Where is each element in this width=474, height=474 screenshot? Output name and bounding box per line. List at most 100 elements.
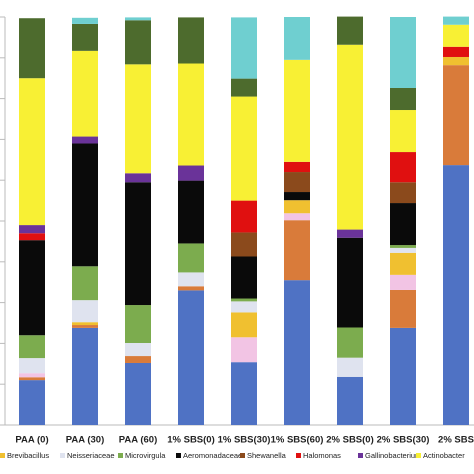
bar-segment [19,233,45,241]
bar-segment [125,64,151,174]
bar-segment [178,180,204,244]
bar-segment [19,78,45,226]
legend-label: Actinobacter [423,451,465,460]
x-tick-label: 1% SBS(60) [271,435,324,446]
bar-segment [19,225,45,234]
bar-segment [125,362,151,425]
bar-segment [19,380,45,425]
bar-segment [231,200,257,233]
bar-segment [72,50,98,137]
bar-segment [284,220,310,281]
bar-segment [231,312,257,338]
legend-swatch [0,453,5,458]
x-tick-label: PAA (30) [66,435,105,446]
bar-segment [19,335,45,359]
bar-segment [443,65,469,166]
bar-segment [284,172,310,193]
bar-segment [390,245,416,248]
bar-segment [72,322,98,326]
bar-segment [337,237,363,328]
bar-segment [19,373,45,378]
bar-segment [443,16,469,25]
bar-segment [231,256,257,299]
bar-segment [390,87,416,111]
legend-swatch [60,453,65,458]
bar-segment [443,56,469,66]
bar-segment [284,280,310,425]
bar-segment [390,252,416,275]
bar-segment [72,327,98,425]
bar-segment [390,203,416,246]
bar-segment [231,17,257,79]
bar-segment [390,247,416,253]
bar-segment [337,376,363,425]
bar-segment [284,213,310,221]
legend-label: Microvirgula [125,451,166,460]
bar-segment [125,17,151,21]
legend-swatch [416,453,421,458]
bar-segment [125,20,151,65]
legend-swatch [240,453,245,458]
bar-segment [178,290,204,425]
legend-label: Brevibacillus [7,451,49,460]
bar-segment [337,327,363,358]
bar-segment [443,165,469,425]
x-tick-label: 1% SBS(0) [167,435,215,446]
bar-segment [125,182,151,306]
legend-swatch [296,453,301,458]
bar-segment [125,173,151,183]
bar-segment [390,152,416,183]
bar-segment [72,266,98,301]
bar-segment [72,17,98,24]
bar-segment [284,59,310,162]
legend-label: Aeromonadaceae [183,451,242,460]
bar-segment [72,23,98,51]
bar-segment [231,232,257,257]
bar-segment [443,24,469,47]
bar-segment [19,240,45,336]
bar-segment [284,161,310,173]
bar-segment [19,18,45,79]
bar-segment [125,356,151,363]
bar-segment [125,342,151,357]
bar-segment [72,300,98,323]
legend-label: Halomonas [303,451,341,460]
legend-swatch [358,453,363,458]
bar-segment [19,358,45,374]
x-tick-label: 2% SBS(0) [326,435,374,446]
bar-segment [231,337,257,363]
bar-segment [125,305,151,343]
bar-segment [178,286,204,291]
bar-segment [337,229,363,238]
bar-segment [72,325,98,328]
bar-segment [178,165,204,181]
bar-segment [390,327,416,425]
legend-label: Shewanella [247,451,287,460]
bar-segment [178,63,204,166]
bar-segment [178,272,204,287]
bar-segment [390,17,416,88]
bar-segment [337,44,363,230]
x-tick-label: PAA (0) [15,435,48,446]
bar-segment [390,274,416,290]
bar-segment [231,96,257,201]
x-tick-label: 2% SBS(30) [377,435,430,446]
legend-swatch [176,453,181,458]
bar-segment [390,182,416,204]
bar-segment [231,78,257,97]
bar-segment [443,46,469,57]
x-tick-label: 2% SBS [438,435,474,446]
x-tick-label: 1% SBS(30) [218,435,271,446]
bar-segment [19,377,45,381]
bar-segment [231,362,257,425]
legend-swatch [118,453,123,458]
bar-segment [390,110,416,153]
bar-segment [337,16,363,45]
bar-segment [390,289,416,328]
legend-label: Gallinobacterium [365,451,421,460]
bar-segment [284,17,310,60]
bar-segment [72,143,98,267]
bar-segment [231,298,257,302]
x-tick-label: PAA (60) [119,435,158,446]
